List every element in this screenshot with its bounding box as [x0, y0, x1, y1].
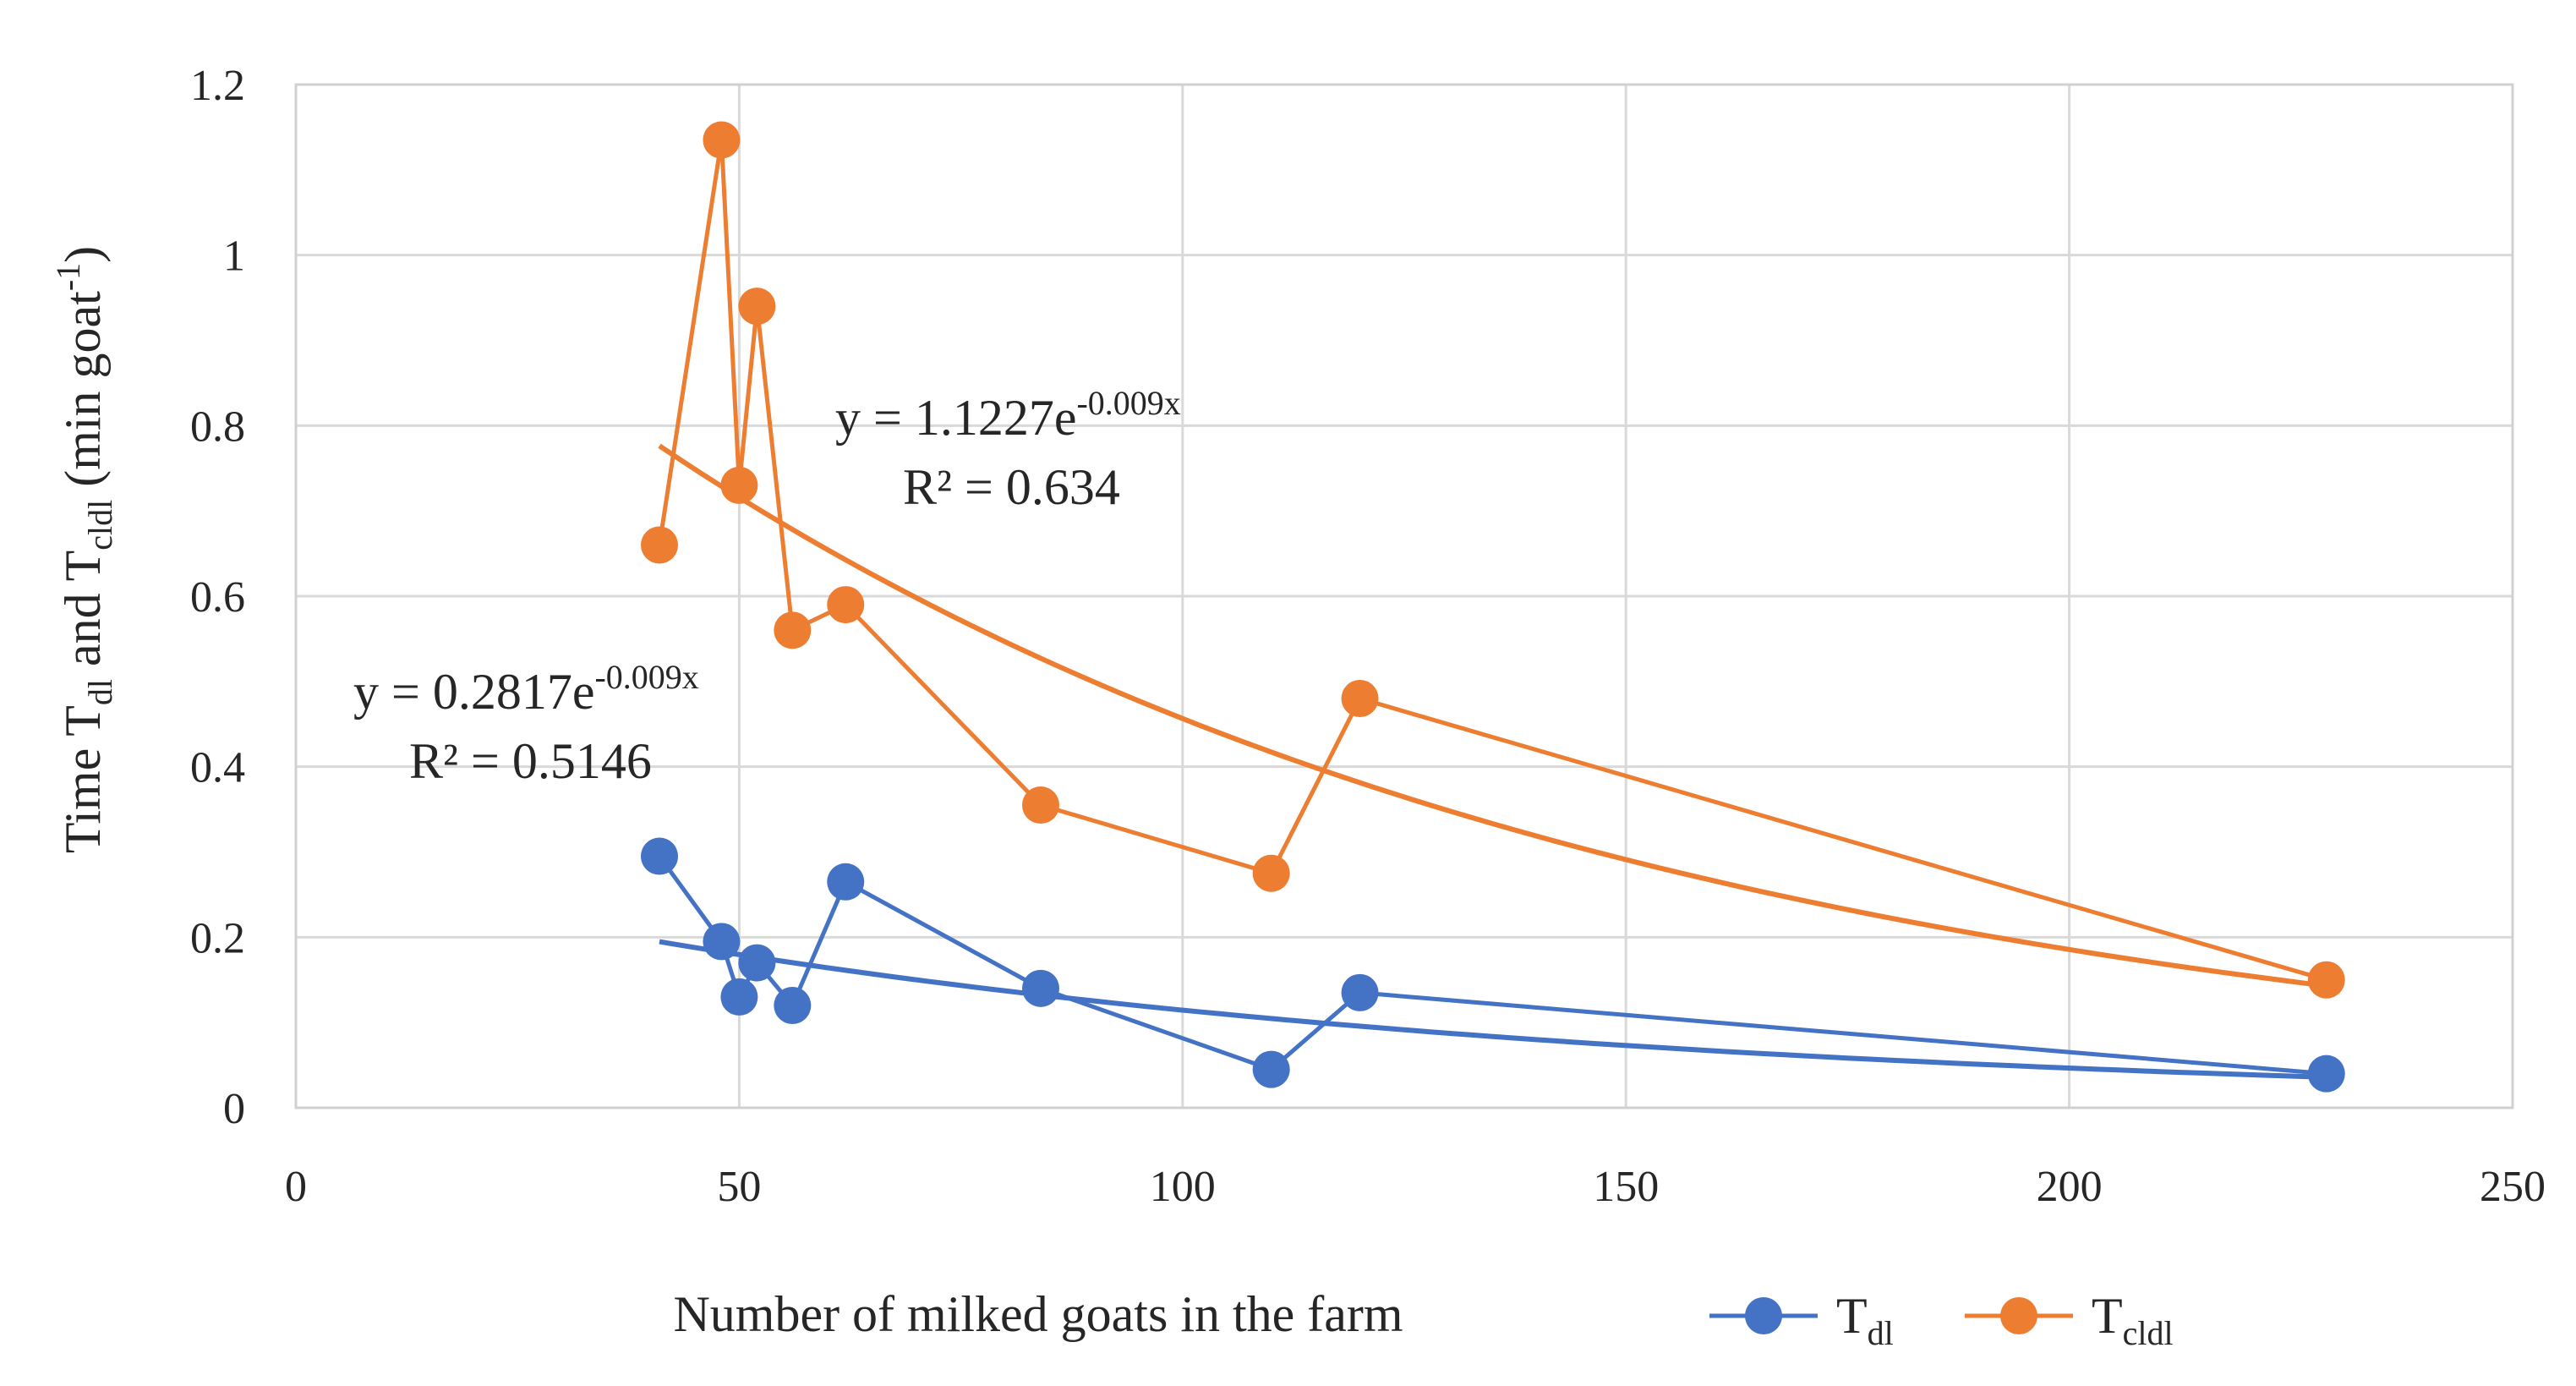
data-point-dl: [1021, 969, 1059, 1007]
series-layer: [657, 138, 2327, 1076]
x-tick-label: 50: [717, 1163, 761, 1211]
y-tick-label: 1: [223, 233, 245, 281]
data-point-dl: [1252, 1050, 1290, 1088]
dl-equation: y = 0.2817e-0.009x: [353, 658, 699, 720]
y-tick-label: 0: [223, 1085, 245, 1133]
y-tick-label: 0.6: [190, 573, 245, 622]
legend-marker-cldl: [2000, 1297, 2037, 1334]
data-point-dl: [641, 837, 679, 875]
cldl-equation: y = 1.1227e-0.009x: [835, 384, 1181, 446]
series-line-cldl: [657, 138, 2327, 983]
y-axis-title: Time Tdl and Tcldl (min goat-1): [49, 246, 119, 853]
legend-marker-dl: [1745, 1297, 1782, 1334]
trendline-layer: [658, 443, 2327, 1080]
series-line-dl: [657, 855, 2327, 1076]
legend-item-cldl: Tcldl: [1965, 1288, 2174, 1352]
legend: Tdl Tcldl: [1709, 1288, 2174, 1352]
point-layer: [641, 121, 2345, 1093]
y-tick-label: 0.4: [190, 744, 245, 792]
data-point-cldl: [827, 586, 865, 624]
data-point-cldl: [1021, 786, 1059, 824]
y-tick-label: 0.2: [190, 914, 245, 962]
cldl-r2: R² = 0.634: [903, 459, 1120, 515]
trendline-dl: [659, 939, 2327, 1080]
data-point-cldl: [1341, 680, 1379, 717]
data-point-cldl: [703, 121, 741, 159]
data-point-dl: [720, 978, 758, 1016]
legend-label-dl: Tdl: [1836, 1288, 1894, 1352]
data-point-cldl: [738, 288, 776, 326]
data-point-dl: [2307, 1055, 2345, 1093]
x-tick-label: 250: [2480, 1163, 2546, 1211]
y-tick-label: 0.8: [190, 403, 245, 451]
data-point-dl: [738, 944, 776, 982]
x-axis-title: Number of milked goats in the farm: [673, 1286, 1403, 1342]
data-point-cldl: [1252, 854, 1290, 892]
data-point-cldl: [720, 466, 758, 504]
data-point-cldl: [2307, 961, 2345, 999]
data-point-dl: [703, 923, 741, 961]
trendline-cldl: [658, 443, 2327, 989]
x-axis-ticks: 0 50 100 150 200 250: [285, 1163, 2546, 1211]
data-point-dl: [827, 863, 865, 901]
data-point-cldl: [774, 611, 812, 649]
x-tick-label: 100: [1150, 1163, 1216, 1211]
data-point-dl: [774, 987, 812, 1024]
legend-item-dl: Tdl: [1709, 1288, 1894, 1352]
y-tick-label: 1.2: [190, 62, 245, 110]
x-tick-label: 0: [285, 1163, 307, 1211]
x-tick-label: 150: [1593, 1163, 1659, 1211]
y-axis-ticks: 0 0.2 0.4 0.6 0.8 1 1.2: [190, 62, 245, 1133]
data-point-dl: [1341, 973, 1379, 1011]
plot-area-border: [294, 83, 2514, 1109]
dl-r2: R² = 0.5146: [409, 733, 652, 789]
data-point-cldl: [641, 526, 679, 564]
legend-label-cldl: Tcldl: [2092, 1288, 2174, 1352]
x-tick-label: 200: [2037, 1163, 2103, 1211]
